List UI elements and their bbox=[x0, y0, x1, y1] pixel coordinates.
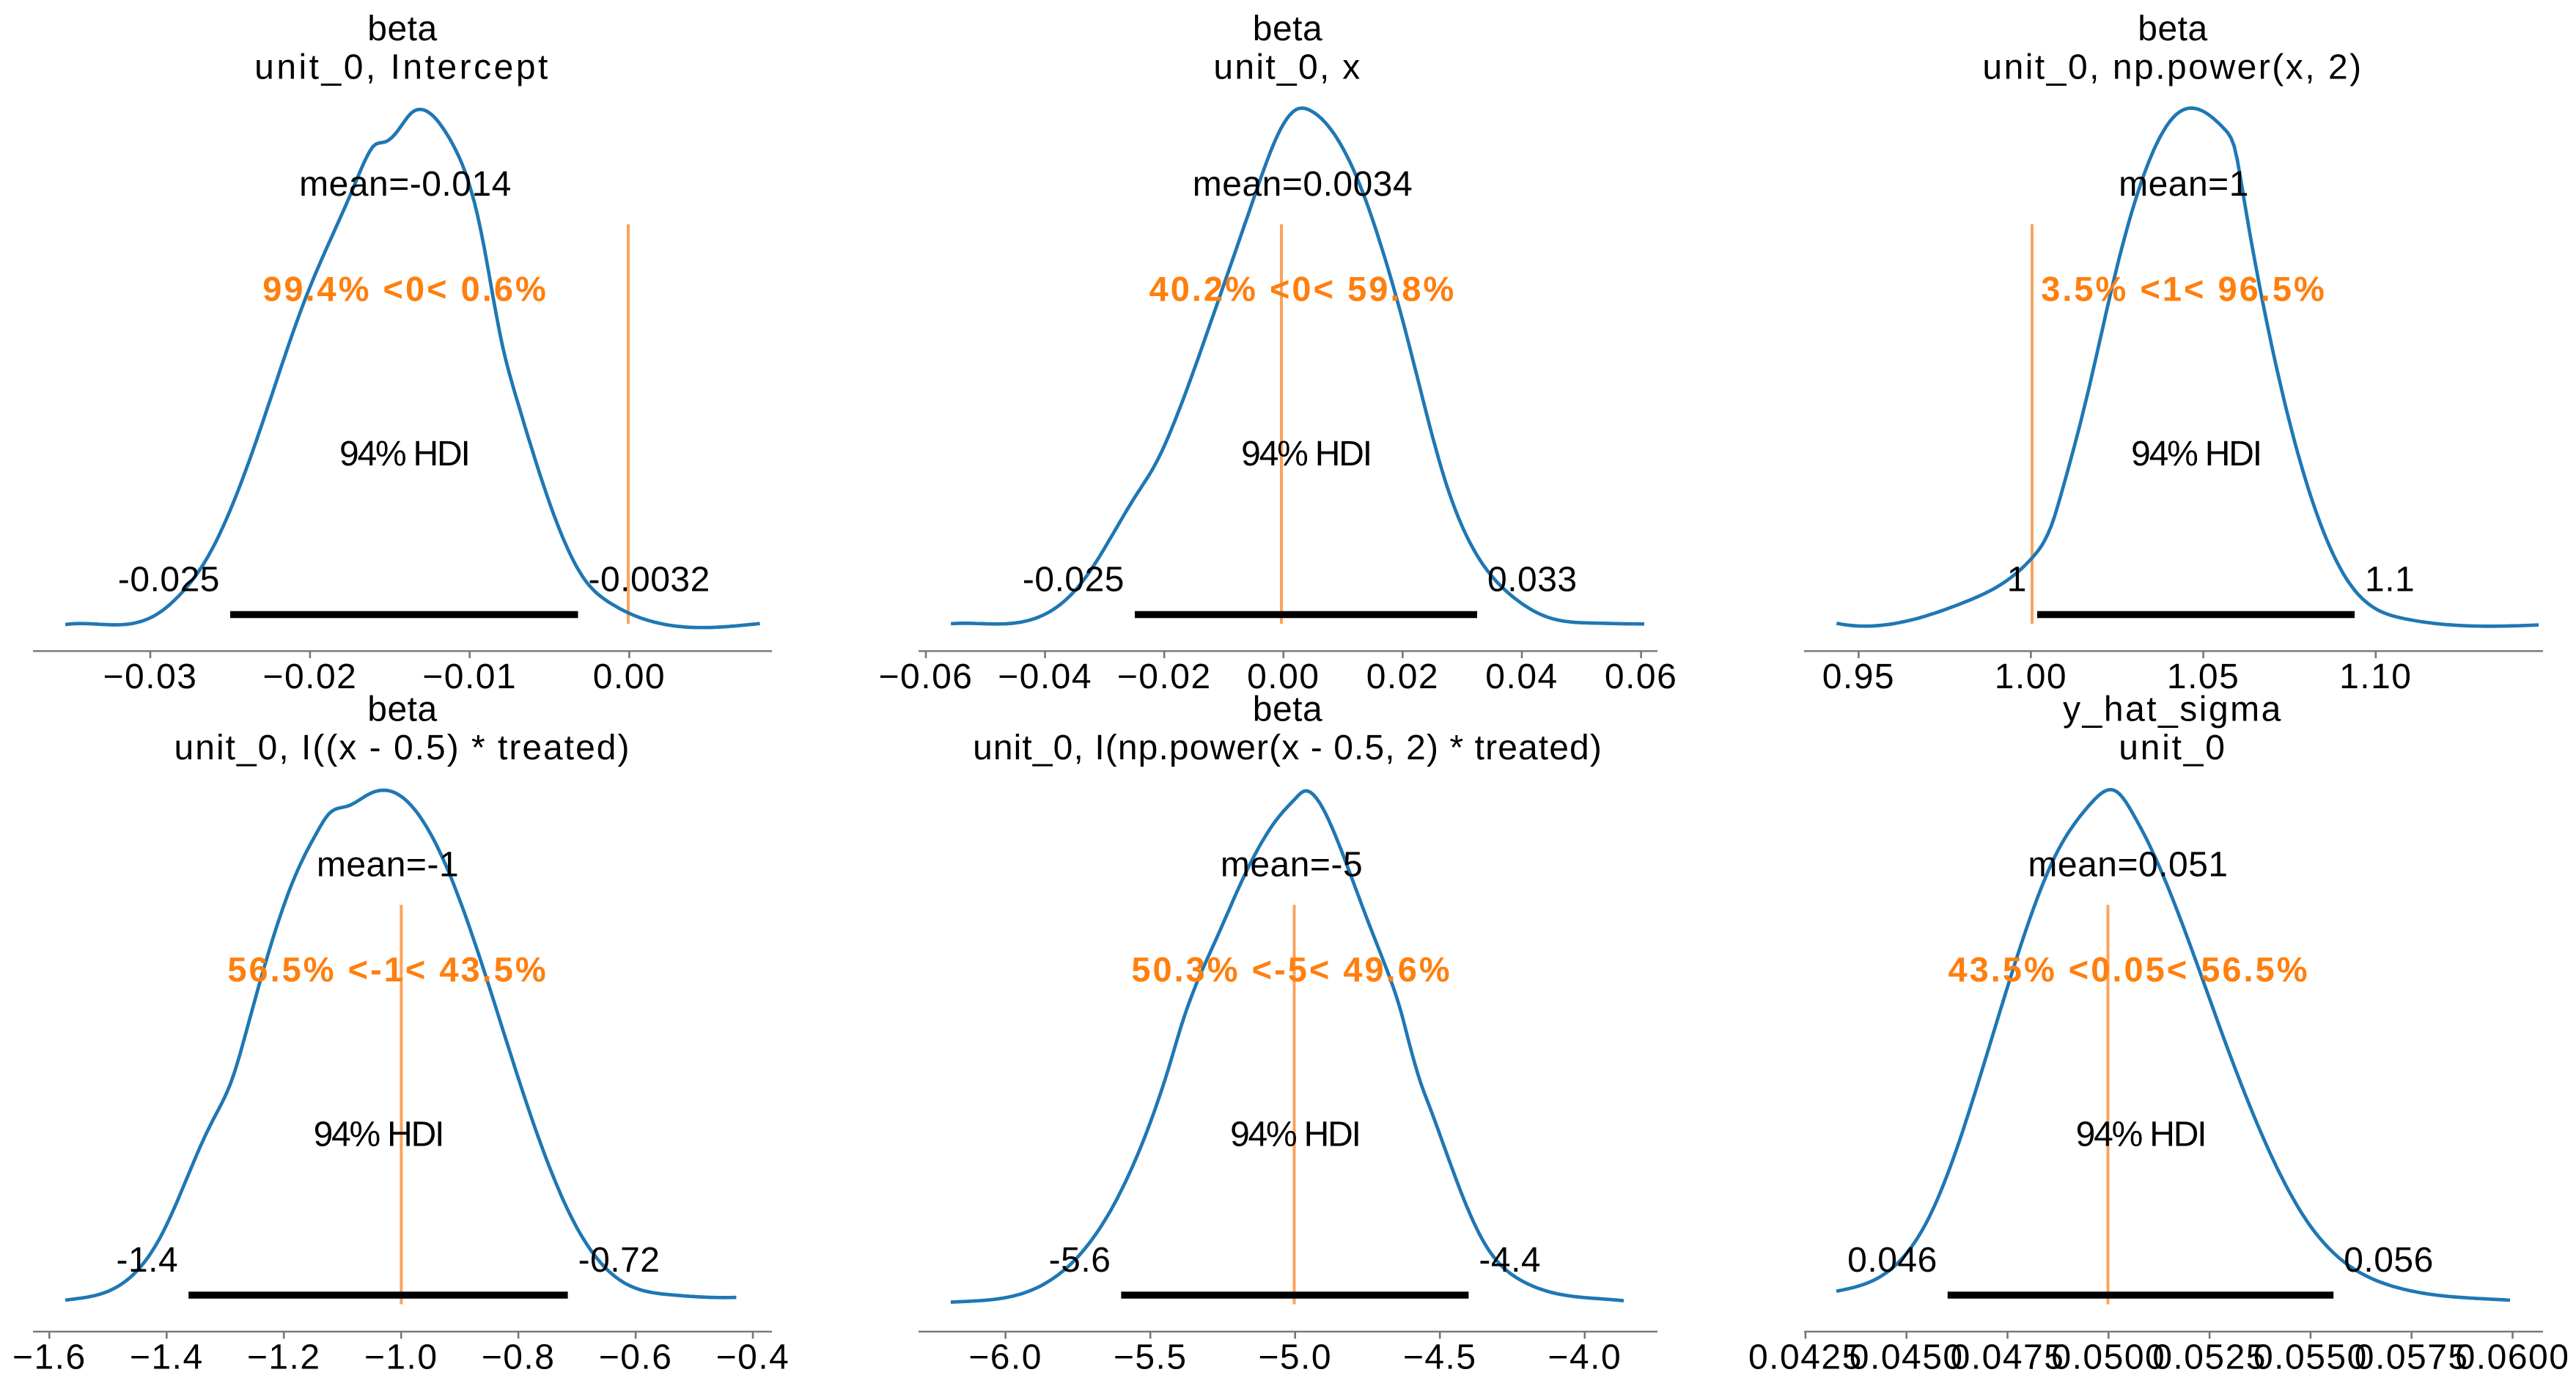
svg-text:−0.8: −0.8 bbox=[482, 1338, 556, 1376]
svg-text:0.02: 0.02 bbox=[1366, 657, 1439, 696]
svg-text:0.04: 0.04 bbox=[1485, 657, 1558, 696]
svg-text:−1.2: −1.2 bbox=[247, 1338, 321, 1376]
svg-text:beta: beta bbox=[367, 690, 437, 729]
svg-text:0.00: 0.00 bbox=[1247, 657, 1320, 696]
svg-text:-0.0032: -0.0032 bbox=[589, 561, 710, 600]
svg-text:beta: beta bbox=[367, 10, 437, 48]
svg-text:0.033: 0.033 bbox=[1487, 561, 1578, 600]
svg-text:0.0600: 0.0600 bbox=[2456, 1338, 2570, 1376]
svg-text:−1.4: −1.4 bbox=[130, 1338, 204, 1376]
svg-text:94% HDI: 94% HDI bbox=[2076, 1116, 2206, 1154]
svg-text:94% HDI: 94% HDI bbox=[2131, 435, 2261, 473]
svg-text:unit_0, Intercept: unit_0, Intercept bbox=[254, 48, 551, 87]
svg-text:beta: beta bbox=[2138, 10, 2207, 48]
svg-text:0.046: 0.046 bbox=[1847, 1241, 1937, 1280]
svg-text:0.056: 0.056 bbox=[2344, 1241, 2434, 1280]
svg-text:−0.01: −0.01 bbox=[422, 657, 517, 696]
svg-text:-0.025: -0.025 bbox=[1023, 561, 1125, 600]
svg-text:−0.6: −0.6 bbox=[599, 1338, 673, 1376]
svg-text:mean=1: mean=1 bbox=[2119, 165, 2249, 204]
svg-text:0.0575: 0.0575 bbox=[2355, 1338, 2469, 1376]
svg-text:mean=0.051: mean=0.051 bbox=[2028, 846, 2228, 885]
svg-text:1.00: 1.00 bbox=[1995, 657, 2067, 696]
svg-text:50.3% <-5< 49.6%: 50.3% <-5< 49.6% bbox=[1131, 950, 1451, 989]
svg-text:99.4% <0< 0.6%: 99.4% <0< 0.6% bbox=[262, 270, 548, 309]
svg-text:56.5% <-1< 43.5%: 56.5% <-1< 43.5% bbox=[227, 950, 548, 989]
svg-text:−6.0: −6.0 bbox=[968, 1338, 1042, 1376]
svg-text:y_hat_sigma: y_hat_sigma bbox=[2063, 690, 2283, 729]
svg-text:unit_0: unit_0 bbox=[2119, 729, 2227, 767]
svg-text:40.2% <0< 59.8%: 40.2% <0< 59.8% bbox=[1149, 270, 1457, 309]
svg-text:−5.5: −5.5 bbox=[1114, 1338, 1188, 1376]
svg-text:unit_0, I(np.power(x - 0.5, 2): unit_0, I(np.power(x - 0.5, 2) * treated… bbox=[973, 729, 1602, 767]
svg-text:94% HDI: 94% HDI bbox=[1230, 1116, 1360, 1154]
svg-text:0.06: 0.06 bbox=[1605, 657, 1677, 696]
svg-text:unit_0, x: unit_0, x bbox=[1213, 48, 1361, 87]
svg-text:3.5% <1< 96.5%: 3.5% <1< 96.5% bbox=[2041, 270, 2327, 309]
svg-text:0.0450: 0.0450 bbox=[1850, 1338, 1964, 1376]
svg-text:-1.4: -1.4 bbox=[116, 1241, 178, 1280]
svg-text:1.10: 1.10 bbox=[2339, 657, 2412, 696]
svg-text:−0.02: −0.02 bbox=[1117, 657, 1212, 696]
svg-text:−1.6: −1.6 bbox=[12, 1338, 87, 1376]
svg-text:43.5% <0.05< 56.5%: 43.5% <0.05< 56.5% bbox=[1948, 950, 2309, 989]
svg-text:−4.5: −4.5 bbox=[1403, 1338, 1477, 1376]
svg-text:1.05: 1.05 bbox=[2167, 657, 2240, 696]
svg-text:mean=-0.014: mean=-0.014 bbox=[299, 165, 512, 204]
svg-text:0.0500: 0.0500 bbox=[2051, 1338, 2165, 1376]
svg-text:mean=-1: mean=-1 bbox=[317, 846, 459, 885]
svg-text:−0.04: −0.04 bbox=[998, 657, 1092, 696]
svg-text:−0.06: −0.06 bbox=[879, 657, 974, 696]
svg-text:-5.6: -5.6 bbox=[1049, 1241, 1111, 1280]
svg-text:−0.02: −0.02 bbox=[262, 657, 357, 696]
svg-text:94% HDI: 94% HDI bbox=[314, 1116, 444, 1154]
svg-text:mean=-5: mean=-5 bbox=[1221, 846, 1363, 885]
svg-text:0.95: 0.95 bbox=[1822, 657, 1895, 696]
svg-text:−1.0: −1.0 bbox=[364, 1338, 438, 1376]
svg-text:−5.0: −5.0 bbox=[1258, 1338, 1332, 1376]
svg-text:0.0550: 0.0550 bbox=[2253, 1338, 2368, 1376]
svg-text:0.00: 0.00 bbox=[593, 657, 666, 696]
svg-text:beta: beta bbox=[1253, 10, 1322, 48]
svg-text:1.1: 1.1 bbox=[2365, 561, 2415, 600]
svg-text:0.0525: 0.0525 bbox=[2152, 1338, 2267, 1376]
svg-text:0.0425: 0.0425 bbox=[1748, 1338, 1863, 1376]
svg-text:1: 1 bbox=[2007, 561, 2027, 600]
svg-text:unit_0, np.power(x, 2): unit_0, np.power(x, 2) bbox=[1982, 48, 2363, 87]
svg-text:94% HDI: 94% HDI bbox=[1241, 435, 1371, 473]
svg-text:0.0475: 0.0475 bbox=[1951, 1338, 2065, 1376]
svg-text:−0.4: −0.4 bbox=[716, 1338, 790, 1376]
svg-text:94% HDI: 94% HDI bbox=[339, 435, 469, 473]
svg-text:−0.03: −0.03 bbox=[103, 657, 198, 696]
svg-text:-0.72: -0.72 bbox=[578, 1241, 660, 1280]
svg-text:unit_0, I((x - 0.5) * treated): unit_0, I((x - 0.5) * treated) bbox=[174, 729, 631, 767]
svg-text:beta: beta bbox=[1253, 690, 1322, 729]
svg-text:-0.025: -0.025 bbox=[118, 561, 220, 600]
svg-text:-4.4: -4.4 bbox=[1479, 1241, 1541, 1280]
svg-text:−4.0: −4.0 bbox=[1548, 1338, 1622, 1376]
svg-text:mean=0.0034: mean=0.0034 bbox=[1193, 165, 1413, 204]
